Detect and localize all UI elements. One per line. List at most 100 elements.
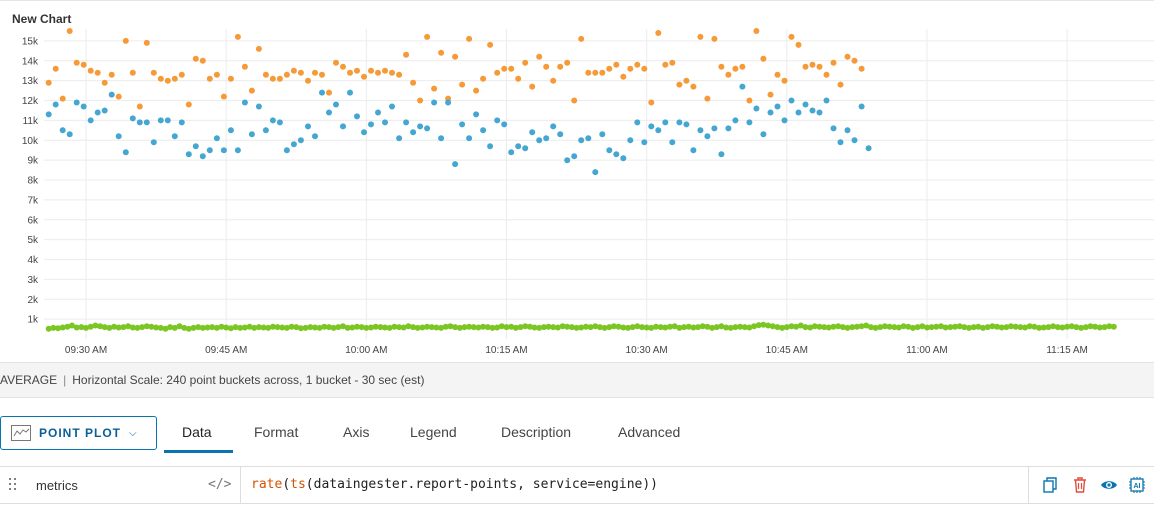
data-point[interactable] (64, 323, 71, 330)
data-point[interactable] (487, 143, 494, 150)
data-point[interactable] (473, 111, 480, 118)
data-point[interactable] (1045, 324, 1052, 331)
data-point[interactable] (139, 324, 146, 331)
data-point[interactable] (396, 135, 403, 142)
data-point[interactable] (111, 323, 118, 330)
data-point[interactable] (447, 323, 454, 330)
data-point[interactable] (837, 81, 844, 88)
data-point[interactable] (938, 323, 944, 330)
data-point[interactable] (363, 324, 370, 331)
data-point[interactable] (557, 131, 564, 138)
data-point[interactable] (297, 69, 304, 76)
data-point[interactable] (685, 323, 692, 330)
data-point[interactable] (181, 324, 188, 331)
data-point[interactable] (375, 109, 381, 116)
data-point[interactable] (592, 323, 599, 330)
data-point[interactable] (312, 324, 318, 331)
data-point[interactable] (125, 323, 132, 330)
data-point[interactable] (470, 324, 477, 331)
data-point[interactable] (220, 93, 227, 100)
data-point[interactable] (723, 324, 730, 331)
data-point[interactable] (251, 324, 258, 331)
data-point[interactable] (554, 324, 561, 331)
data-point[interactable] (106, 324, 113, 331)
data-point[interactable] (69, 322, 75, 329)
data-point[interactable] (396, 324, 403, 331)
data-point[interactable] (811, 323, 818, 330)
data-point[interactable] (737, 323, 744, 330)
data-point[interactable] (297, 137, 304, 144)
data-point[interactable] (484, 324, 491, 331)
data-point[interactable] (886, 323, 893, 330)
data-point[interactable] (578, 324, 585, 331)
data-point[interactable] (227, 127, 234, 134)
data-point[interactable] (767, 91, 774, 98)
data-point[interactable] (585, 135, 592, 142)
data-point[interactable] (94, 69, 101, 76)
data-point[interactable] (872, 324, 879, 331)
code-toggle-icon[interactable]: </> (208, 477, 232, 492)
data-point[interactable] (606, 324, 613, 331)
data-point[interactable] (998, 324, 1005, 331)
data-point[interactable] (655, 30, 662, 36)
data-point[interactable] (279, 324, 286, 331)
data-point[interactable] (683, 77, 690, 84)
data-point[interactable] (276, 75, 283, 82)
data-point[interactable] (101, 324, 108, 331)
data-point[interactable] (970, 324, 977, 331)
data-point[interactable] (844, 127, 851, 134)
data-point[interactable] (599, 131, 606, 138)
tab-format[interactable]: Format (254, 424, 299, 440)
data-point[interactable] (641, 139, 648, 146)
data-point[interactable] (779, 324, 786, 331)
data-point[interactable] (606, 65, 613, 72)
data-point[interactable] (262, 127, 269, 134)
data-point[interactable] (994, 323, 1000, 330)
data-point[interactable] (765, 322, 772, 329)
data-point[interactable] (620, 155, 627, 162)
data-point[interactable] (1096, 324, 1103, 331)
data-point[interactable] (326, 109, 332, 116)
data-point[interactable] (157, 75, 164, 82)
data-point[interactable] (382, 324, 388, 331)
data-point[interactable] (59, 127, 66, 134)
eye-icon[interactable] (1100, 476, 1118, 494)
data-point[interactable] (431, 85, 438, 92)
data-point[interactable] (802, 63, 809, 70)
data-point[interactable] (405, 323, 412, 330)
data-point[interactable] (816, 323, 823, 330)
data-point[interactable] (283, 147, 290, 154)
data-point[interactable] (164, 117, 171, 124)
data-point[interactable] (190, 324, 197, 331)
data-point[interactable] (396, 71, 403, 78)
data-point[interactable] (255, 45, 262, 52)
data-point[interactable] (312, 133, 318, 140)
data-point[interactable] (746, 324, 753, 331)
data-point[interactable] (571, 97, 578, 104)
data-point[interactable] (302, 324, 309, 331)
data-point[interactable] (639, 324, 645, 331)
data-point[interactable] (424, 125, 431, 132)
data-point[interactable] (543, 63, 550, 70)
data-point[interactable] (543, 135, 550, 142)
data-point[interactable] (122, 37, 129, 44)
data-point[interactable] (1082, 324, 1089, 331)
data-point[interactable] (587, 324, 594, 331)
data-point[interactable] (627, 137, 634, 144)
data-point[interactable] (823, 71, 830, 78)
data-point[interactable] (143, 39, 150, 46)
data-point[interactable] (1003, 324, 1010, 331)
data-point[interactable] (601, 324, 608, 331)
data-point[interactable] (718, 323, 725, 330)
data-point[interactable] (592, 69, 599, 76)
data-point[interactable] (1078, 324, 1085, 331)
data-point[interactable] (526, 323, 533, 330)
data-point[interactable] (648, 99, 655, 106)
data-point[interactable] (751, 323, 758, 330)
data-point[interactable] (877, 324, 884, 331)
data-point[interactable] (564, 323, 571, 330)
data-point[interactable] (634, 323, 641, 330)
data-point[interactable] (517, 324, 524, 331)
data-point[interactable] (1017, 324, 1024, 331)
data-point[interactable] (157, 117, 164, 124)
